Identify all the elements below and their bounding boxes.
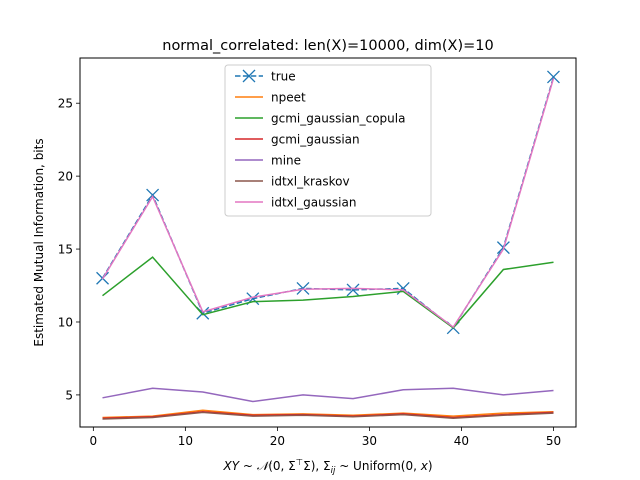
x-axis-label: XY ~ 𝒩(0, Σ⊤Σ), Σij ~ Uniform(0, x): [222, 458, 432, 476]
legend-label: idtxl_kraskov: [271, 175, 350, 189]
legend-label: idtxl_gaussian: [271, 196, 356, 210]
y-tick-label: 5: [65, 388, 73, 402]
legend-marker: [242, 69, 256, 83]
y-axis: 5 10 15 20 25: [58, 97, 80, 402]
chart-title: normal_correlated: len(X)=10000, dim(X)=…: [162, 38, 493, 54]
x-tick-label: 0: [90, 434, 98, 448]
series-line-idtxl_kraskov: [102, 411, 554, 420]
legend-item-mine: mine: [235, 154, 301, 168]
data-point-true: [346, 283, 360, 297]
data-point-true: [296, 281, 310, 295]
y-tick-label: 15: [58, 243, 73, 257]
legend-label: npeet: [271, 91, 306, 105]
y-tick-label: 10: [58, 315, 73, 329]
series-line-gcmi_gaussian_copula: [102, 256, 554, 329]
plot-area: [96, 70, 560, 420]
x-tick-label: 10: [178, 434, 193, 448]
x-tick-label: 50: [546, 434, 561, 448]
series-line-mine: [102, 387, 554, 403]
legend-box: [224, 64, 432, 217]
series-line-gcmi_gaussian: [102, 410, 554, 419]
x-axis: 0 10 20 30 40 50: [90, 427, 561, 448]
x-tick-label: 30: [362, 434, 377, 448]
legend-label: gcmi_gaussian_copula: [271, 112, 405, 126]
legend-item-npeet: npeet: [235, 91, 306, 105]
legend-item-gcmi_gaussian_copula: gcmi_gaussian_copula: [235, 112, 405, 126]
axes-frame: [79, 57, 577, 428]
legend-label: mine: [271, 154, 301, 168]
y-axis-label: Estimated Mutual Information, bits: [32, 138, 46, 346]
series-line-idtxl_gaussian: [101, 78, 555, 329]
y-tick-label: 20: [58, 170, 73, 184]
data-point-true: [546, 70, 560, 84]
y-tick-label: 25: [58, 97, 73, 111]
legend-item-gcmi_gaussian: gcmi_gaussian: [235, 133, 360, 147]
legend: true npeet gcmi_gaussian_copula gcmi_gaussi…: [224, 64, 432, 217]
x-tick-label: 40: [454, 434, 469, 448]
legend-label: true: [271, 70, 296, 84]
legend-item-idtxl_kraskov: idtxl_kraskov: [235, 175, 350, 189]
x-tick-label: 20: [270, 434, 285, 448]
legend-item-idtxl_gaussian: idtxl_gaussian: [235, 196, 356, 210]
data-point-true: [146, 188, 160, 202]
legend-item-true: true: [235, 70, 296, 84]
legend-label: gcmi_gaussian: [271, 133, 360, 147]
